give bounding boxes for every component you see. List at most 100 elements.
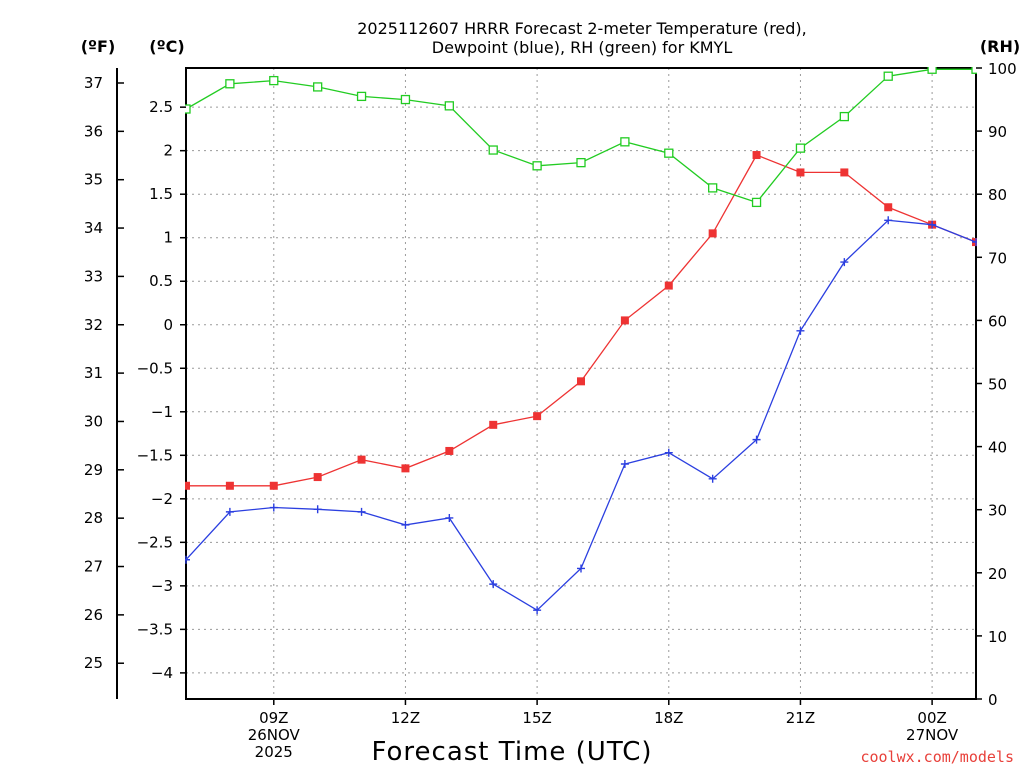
rh-point <box>664 148 674 158</box>
rh-point <box>532 161 542 171</box>
rh-point <box>576 157 586 168</box>
axis-tick-labels: −4−3.5−3−2.5−2−1.5−1−0.500.511.522.509Z2… <box>84 60 1017 761</box>
rh-tick-label: 60 <box>988 312 1007 330</box>
temperature-point <box>489 420 498 429</box>
rh-point <box>444 101 454 111</box>
fahrenheit-tick-label: 34 <box>84 219 103 237</box>
temperature-point <box>840 168 849 177</box>
dewpoint-line <box>185 219 977 612</box>
rh-point <box>620 137 630 147</box>
chart-title-line1: 2025112607 HRRR Forecast 2-meter Tempera… <box>357 19 807 38</box>
rh-point <box>971 67 977 74</box>
rh-point <box>225 79 235 89</box>
fahrenheit-unit-label: (ºF) <box>81 37 116 56</box>
x-axis-title: Forecast Time (UTC) <box>371 737 652 767</box>
celsius-tick-label: −4 <box>151 664 173 682</box>
rh-tick-label: 50 <box>988 376 1007 394</box>
temperature-point <box>357 455 366 464</box>
dewpoint-point <box>489 580 498 589</box>
temperature-point <box>401 464 410 473</box>
rh-point <box>751 197 762 208</box>
celsius-tick-label: 1 <box>163 229 173 247</box>
rh-point <box>795 143 806 153</box>
dewpoint-point <box>225 507 234 516</box>
rh-point <box>400 94 411 105</box>
dewpoint-point <box>577 564 585 573</box>
rh-point <box>488 145 498 155</box>
rh-point <box>185 104 191 114</box>
temperature-point <box>577 377 585 386</box>
temperature-point <box>185 481 190 490</box>
celsius-tick-label: −2.5 <box>137 533 173 551</box>
celsius-tick-label: 1.5 <box>149 185 173 203</box>
dewpoint-point <box>620 460 629 469</box>
temperature-point <box>664 281 673 290</box>
rh-tick-label: 70 <box>988 249 1007 267</box>
dewpoint-point <box>185 555 190 564</box>
rh-point <box>356 91 367 102</box>
temperature-point <box>445 446 454 455</box>
dewpoint-point <box>708 474 717 483</box>
temperature-point <box>708 229 717 238</box>
dewpoint-point <box>928 220 937 229</box>
dewpoint-point <box>664 448 673 457</box>
x-tick-label: 2025 <box>255 743 293 761</box>
rh-tick-label: 20 <box>988 565 1007 583</box>
dewpoint-point <box>357 507 366 516</box>
fahrenheit-tick-label: 32 <box>84 316 103 334</box>
dewpoint-point <box>533 606 542 615</box>
rh-tick-label: 30 <box>988 502 1007 520</box>
dewpoint-point <box>796 326 805 335</box>
celsius-unit-label: (ºC) <box>149 37 184 56</box>
temperature-point <box>752 151 761 160</box>
fahrenheit-tick-label: 36 <box>84 122 103 140</box>
dewpoint-point <box>752 435 761 444</box>
fahrenheit-tick-label: 27 <box>84 558 103 576</box>
rh-tick-label: 80 <box>988 186 1007 204</box>
rh-point <box>313 82 323 92</box>
dewpoint-point <box>972 238 977 247</box>
x-tick-label: 18Z <box>654 709 683 727</box>
fahrenheit-tick-label: 28 <box>84 509 103 527</box>
celsius-tick-label: −1 <box>151 403 173 421</box>
fahrenheit-tick-label: 31 <box>84 364 103 382</box>
x-tick-label: 21Z <box>786 709 815 727</box>
celsius-tick-label: −0.5 <box>137 359 173 377</box>
temperature-point <box>269 481 278 490</box>
rh-point <box>927 67 937 74</box>
x-tick-label: 12Z <box>391 709 420 727</box>
celsius-tick-label: −3.5 <box>137 620 173 638</box>
fahrenheit-tick-label: 33 <box>84 267 103 285</box>
celsius-tick-label: 0.5 <box>149 272 173 290</box>
rh-tick-label: 40 <box>988 439 1007 457</box>
celsius-tick-label: −3 <box>151 577 173 595</box>
rh-unit-label: (RH) <box>980 37 1020 56</box>
x-tick-label: 26NOV <box>248 726 301 744</box>
rh-point <box>883 71 893 81</box>
credit-text: coolwx.com/models <box>860 748 1014 766</box>
fahrenheit-tick-label: 37 <box>84 74 103 92</box>
celsius-tick-label: 2 <box>163 142 173 160</box>
dewpoint-point <box>269 503 278 512</box>
dewpoint-point <box>840 258 849 267</box>
fahrenheit-tick-label: 29 <box>84 461 103 479</box>
rh-tick-label: 100 <box>988 60 1017 78</box>
celsius-tick-label: −1.5 <box>137 446 173 464</box>
temperature-point <box>533 412 542 421</box>
rh-point <box>839 111 849 122</box>
series-layer <box>185 67 977 615</box>
temperature-point <box>313 473 322 482</box>
x-tick-label: 00Z <box>917 709 946 727</box>
rh-tick-label: 10 <box>988 628 1007 646</box>
dewpoint-point <box>884 216 893 225</box>
celsius-tick-label: −2 <box>151 490 173 508</box>
fahrenheit-tick-label: 26 <box>84 606 103 624</box>
temperature-line <box>186 154 977 487</box>
dewpoint-point <box>313 505 322 514</box>
temperature-point <box>225 481 234 490</box>
series-group <box>185 67 977 615</box>
fahrenheit-tick-label: 30 <box>84 412 103 430</box>
fahrenheit-tick-label: 35 <box>84 171 103 189</box>
rh-point <box>708 183 718 193</box>
